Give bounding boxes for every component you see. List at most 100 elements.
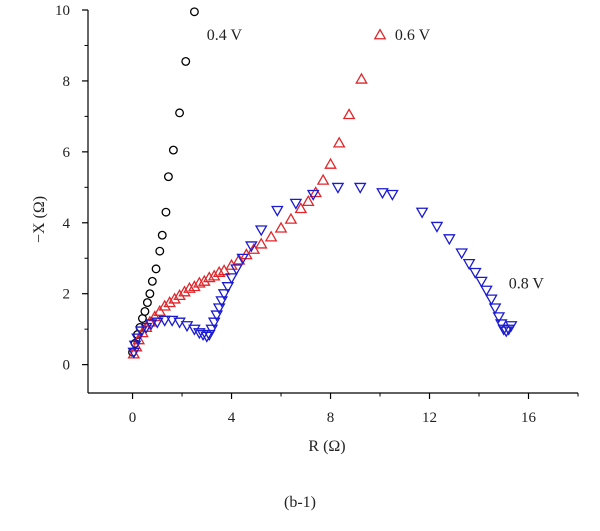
data-point	[210, 310, 224, 322]
data-point	[254, 237, 268, 249]
data-point	[188, 280, 201, 292]
data-point	[245, 241, 258, 253]
data-point	[353, 182, 367, 194]
data-point	[158, 315, 172, 327]
data-point	[139, 322, 153, 334]
data-point	[144, 319, 158, 331]
data-point	[196, 329, 210, 341]
data-point	[212, 265, 226, 277]
data-point	[155, 246, 165, 256]
data-point	[173, 288, 186, 301]
y-tick-label: 0	[63, 358, 71, 374]
data-point	[247, 242, 261, 254]
data-point	[193, 276, 206, 288]
data-point	[217, 289, 231, 301]
data-point	[316, 173, 330, 185]
annotation-layer: 0.4 V 0.6 V 0.8 V	[207, 27, 545, 292]
data-point	[284, 212, 298, 224]
axis-ticks: 0 4 8 12 16 0 2 4 6 8 10	[55, 3, 579, 426]
data-point	[324, 157, 337, 169]
data-point	[301, 194, 315, 207]
data-point	[217, 264, 231, 276]
y-axis-title: −X (Ω)	[31, 196, 48, 243]
x-tick-label: 8	[327, 410, 335, 426]
data-point	[163, 296, 176, 308]
data-point	[415, 207, 429, 219]
data-point	[212, 303, 226, 315]
data-point	[492, 312, 506, 324]
data-point	[355, 72, 368, 84]
data-point	[200, 331, 214, 343]
data-point	[134, 326, 148, 338]
series-label: 0.6 V	[395, 27, 431, 44]
data-point	[504, 321, 518, 333]
data-point	[188, 324, 201, 336]
axis-titles: R (Ω) −X (Ω)	[31, 196, 346, 455]
data-point	[197, 274, 211, 286]
data-point	[128, 340, 142, 352]
data-point	[158, 299, 172, 311]
data-point	[294, 202, 308, 214]
x-tick-label: 4	[228, 410, 236, 426]
data-point	[168, 145, 178, 155]
data-point	[494, 319, 508, 331]
data-point	[165, 315, 179, 327]
data-point	[150, 317, 164, 329]
data-point	[386, 189, 399, 201]
data-point	[142, 298, 152, 308]
data-point	[376, 188, 389, 200]
y-tick-label: 2	[63, 287, 71, 303]
data-point	[175, 108, 185, 118]
y-tick-label: 8	[63, 74, 71, 90]
data-point	[254, 225, 268, 237]
data-point	[189, 7, 199, 17]
data-point	[488, 303, 502, 315]
data-point	[468, 267, 482, 279]
figure-caption: (b-1)	[284, 494, 316, 511]
data-point	[136, 326, 149, 338]
data-point	[215, 296, 228, 308]
data-point	[202, 271, 216, 283]
data-point	[140, 306, 150, 316]
data-point	[475, 276, 488, 288]
y-tick-label: 10	[55, 3, 70, 19]
data-point	[207, 269, 221, 281]
data-point	[264, 230, 278, 242]
data-point	[157, 230, 167, 240]
data-point	[145, 289, 155, 299]
plot-frame	[87, 10, 578, 394]
data-point	[499, 326, 513, 338]
data-point	[430, 221, 444, 233]
data-point	[462, 259, 476, 271]
series-layer	[127, 7, 518, 359]
data-point	[331, 182, 345, 194]
x-axis-title: R (Ω)	[308, 438, 345, 455]
data-point	[163, 172, 173, 182]
data-point	[129, 340, 143, 352]
data-point	[455, 248, 469, 260]
data-point	[274, 221, 288, 233]
data-point	[230, 264, 243, 276]
data-point	[236, 253, 249, 265]
data-point	[181, 56, 191, 66]
data-point	[306, 189, 320, 201]
data-point	[148, 310, 162, 322]
data-point	[151, 264, 161, 274]
data-point	[232, 253, 246, 265]
data-point	[131, 333, 144, 345]
data-point	[183, 281, 196, 293]
y-tick-label: 6	[63, 145, 71, 161]
data-point	[161, 207, 171, 217]
data-point	[207, 317, 221, 329]
data-point	[442, 234, 456, 246]
series-0-8V	[127, 182, 518, 359]
data-point	[178, 285, 191, 297]
data-point	[289, 198, 303, 210]
legend-marker-0-6v	[373, 28, 387, 40]
data-point	[221, 282, 235, 294]
data-point	[480, 285, 493, 297]
data-point	[332, 136, 346, 148]
y-tick-label: 4	[63, 216, 71, 232]
data-point	[147, 276, 157, 286]
